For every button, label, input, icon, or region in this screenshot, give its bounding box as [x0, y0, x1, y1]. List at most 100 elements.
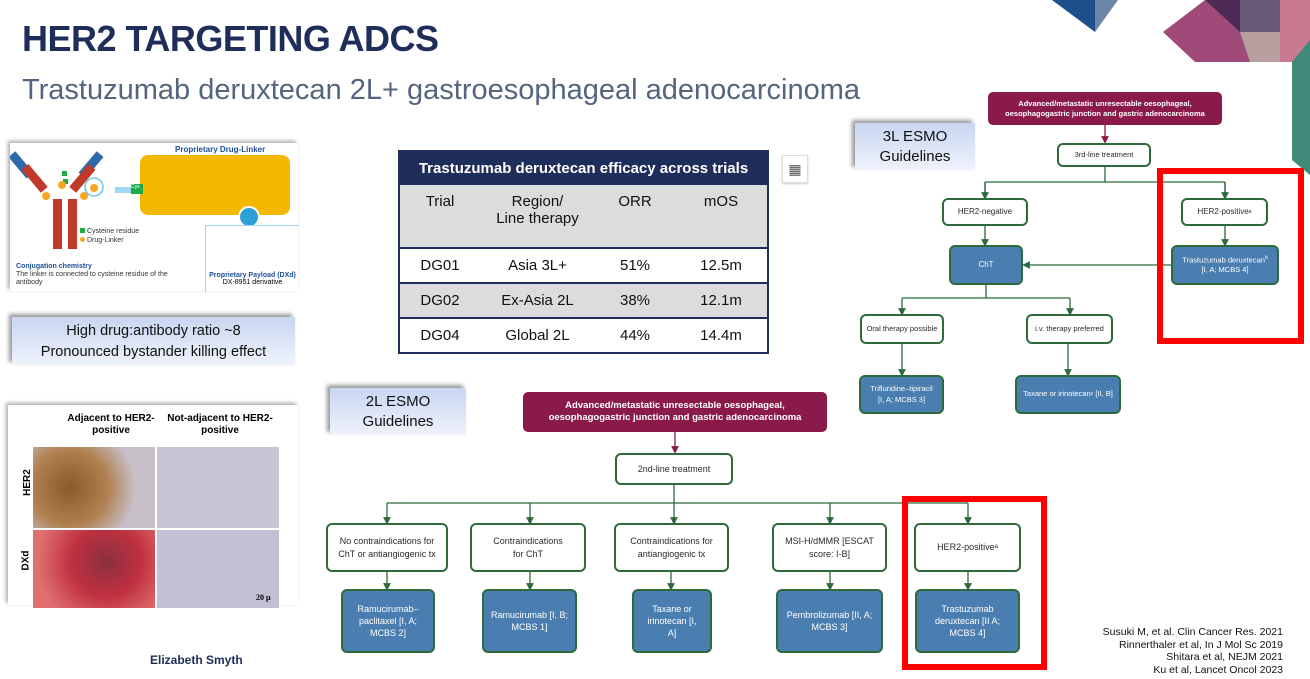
flow3l-taxane: Taxane or irinotecan c [II, B] — [1015, 375, 1121, 414]
esmo-2l-label-line1: 2L ESMO — [365, 393, 431, 410]
scale-bar-label: 20 μ — [256, 593, 271, 602]
drug-linker-icon — [80, 237, 85, 242]
esmo-2l-label-line2: Guidelines — [362, 413, 434, 430]
payload-sub: DX-8951 derivative — [222, 279, 283, 286]
flow3l-tax-text: Taxane or irinotecan — [1023, 389, 1091, 399]
cys-label: Cys — [131, 184, 143, 194]
flow3l-cht: ChT — [949, 245, 1023, 285]
table-row: DG02 Ex-Asia 2L 38% 12.1m — [399, 282, 768, 318]
dar-line2: Pronounced bystander killing effect — [40, 344, 267, 360]
footnote-mark: a — [994, 544, 998, 551]
cell-region: Asia 3L+ — [480, 247, 595, 283]
esmo-2l-label: 2L ESMO Guidelines — [330, 388, 466, 435]
flow2l-treatment-tdxd: Trastuzumab deruxtecan [II A; MCBS 4] — [915, 589, 1020, 653]
cell-mos: 12.1m — [675, 282, 768, 318]
flow2l-treatment: Ramucirumab [I, B; MCBS 1] — [482, 589, 577, 653]
drug-linker-box — [140, 155, 290, 215]
conjugation-text: Conjugation chemistry The linker is conn… — [16, 263, 176, 287]
citation: Susuki M, et al. Clin Cancer Res. 2021 — [1102, 626, 1283, 638]
citations: Susuki M, et al. Clin Cancer Res. 2021 R… — [1103, 626, 1283, 676]
cell-trial: DG01 — [399, 247, 480, 283]
esmo-3l-label-line2: Guidelines — [879, 148, 951, 165]
flow3l-her2neg: HER2-negative — [942, 198, 1028, 226]
histology-dxd-nonadjacent — [157, 530, 279, 608]
cell-trial: DG04 — [399, 317, 480, 353]
flow3l-tri-text: Trifluridine–tipiracil — [870, 384, 933, 394]
flow3l-her2pos: HER2-positive a — [1181, 198, 1268, 226]
flow3l-line-text: 3rd-line treatment — [1074, 149, 1134, 159]
author-name: Elizabeth Smyth — [150, 653, 243, 667]
citation: Ku et al, Lancet Oncol 2023 — [1153, 663, 1283, 676]
footnote-mark: c — [1090, 391, 1094, 398]
flow3l-trifluridine: Trifluridine–tipiracil [I, A; MCBS 3] — [859, 375, 944, 414]
flow3l-her2pos-text: HER2-positive — [1197, 206, 1249, 216]
arrow-icon — [115, 187, 140, 193]
histology-col1: Adjacent to HER2-positive — [67, 413, 155, 436]
conjugation-title: Conjugation chemistry — [16, 263, 92, 270]
col-header-mos: mOS — [675, 185, 768, 248]
col-header-trial: Trial — [399, 185, 480, 248]
flow2l-condition-her2: HER2-positive a — [914, 523, 1021, 572]
cysteine-icon — [80, 228, 85, 233]
flow3l-iv: i.v. therapy preferred — [1026, 314, 1113, 344]
histology-figure: Adjacent to HER2-positive Not-adjacent t… — [8, 405, 298, 608]
cell-region: Global 2L — [480, 317, 595, 353]
flow2l-population: Advanced/metastatic unresectable oesopha… — [523, 392, 827, 432]
cell-orr: 51% — [595, 247, 675, 283]
flow3l-tdxd-grade: [I, A; MCBS 4] — [1201, 265, 1249, 275]
flow2l-her2-text: HER2-positive — [937, 542, 995, 553]
cell-trial: DG02 — [399, 282, 480, 318]
histology-dxd-adjacent — [33, 530, 155, 608]
highlight-box-2l — [902, 496, 1047, 670]
flow3l-tax-grade: [II, B] — [1095, 389, 1113, 399]
flow3l-oral: Oral therapy possible — [860, 314, 944, 344]
slide-title: HER2 TARGETING ADCS — [22, 18, 439, 59]
cell-region: Ex-Asia 2L — [480, 282, 595, 318]
footnote-mark: a — [1248, 208, 1252, 215]
flow2l-treatment: Ramucirumab–paclitaxel [I, A; MCBS 2] — [341, 589, 435, 653]
adc-legend: Cysteine residue Drug-Linker — [80, 227, 139, 245]
highlight-box-3l — [1157, 168, 1304, 344]
table-row: DG04 Global 2L 44% 14.4m — [399, 317, 768, 353]
cell-mos: 12.5m — [675, 247, 768, 283]
flow2l-condition: No contraindications for ChT or antiangi… — [326, 523, 448, 572]
flow2l-condition: MSI-H/dMMR [ESCAT score: I-B] — [772, 523, 887, 572]
dar-callout: High drug:antibody ratio ~8 Pronounced b… — [12, 317, 295, 365]
table-title: Trastuzumab deruxtecan efficacy across t… — [399, 151, 768, 185]
legend-cysteine: Cysteine residue — [86, 228, 140, 235]
flow3l-line: 3rd-line treatment — [1057, 143, 1151, 167]
footnote-mark: b — [1264, 254, 1268, 261]
col-header-orr: ORR — [595, 185, 675, 248]
flow2l-line: 2nd-line treatment — [615, 453, 733, 485]
cell-orr: 38% — [595, 282, 675, 318]
efficacy-table: Trastuzumab deruxtecan efficacy across t… — [398, 150, 769, 354]
adc-structure-figure: Cys Proprietary Drug-Linker Cysteine res… — [10, 143, 299, 292]
chevron-down-icon — [238, 206, 260, 228]
drug-linker-label: Proprietary Drug-Linker — [175, 145, 266, 154]
histology-her2-nonadjacent — [157, 447, 279, 528]
conjugation-desc: The linker is connected to cysteine resi… — [16, 271, 168, 286]
flow3l-tri-grade: [I, A; MCBS 3] — [877, 394, 926, 404]
flow2l-treatment: Pembrolizumab [II, A; MCBS 3] — [776, 589, 883, 653]
table-icon[interactable]: ▦ — [782, 155, 808, 183]
histology-her2-adjacent — [33, 447, 155, 528]
slide-subtitle: Trastuzumab deruxtecan 2L+ gastroesophag… — [22, 74, 861, 106]
payload-title: Proprietary Payload (DXd) — [209, 272, 296, 279]
dar-line1: High drug:antibody ratio ~8 — [66, 323, 241, 339]
histology-col2: Not-adjacent to HER2-positive — [167, 413, 273, 436]
flow2l-condition: Contraindications for ChT — [470, 523, 586, 572]
esmo-3l-label: 3L ESMO Guidelines — [855, 123, 975, 170]
flow3l-tdxd-text: Trastuzumab deruxtecan — [1182, 255, 1265, 265]
antibody-diagram — [10, 151, 104, 249]
decorative-corner-shapes — [1052, 0, 1310, 175]
cell-mos: 14.4m — [675, 317, 768, 353]
flow3l-population: Advanced/metastatic unresectable oesopha… — [988, 92, 1222, 125]
flow3l-tdxd: Trastuzumab deruxtecanb [I, A; MCBS 4] — [1171, 245, 1279, 285]
citation: Shitara et al, NEJM 2021 — [1166, 651, 1283, 663]
table-row: DG01 Asia 3L+ 51% 12.5m — [399, 247, 768, 283]
esmo-3l-label-line1: 3L ESMO — [882, 128, 948, 145]
legend-drug-linker: Drug-Linker — [86, 237, 124, 244]
flow2l-treatment: Taxane or irinotecan [I, A] — [632, 589, 712, 653]
col-header-region: Region/ Line therapy — [480, 185, 595, 248]
